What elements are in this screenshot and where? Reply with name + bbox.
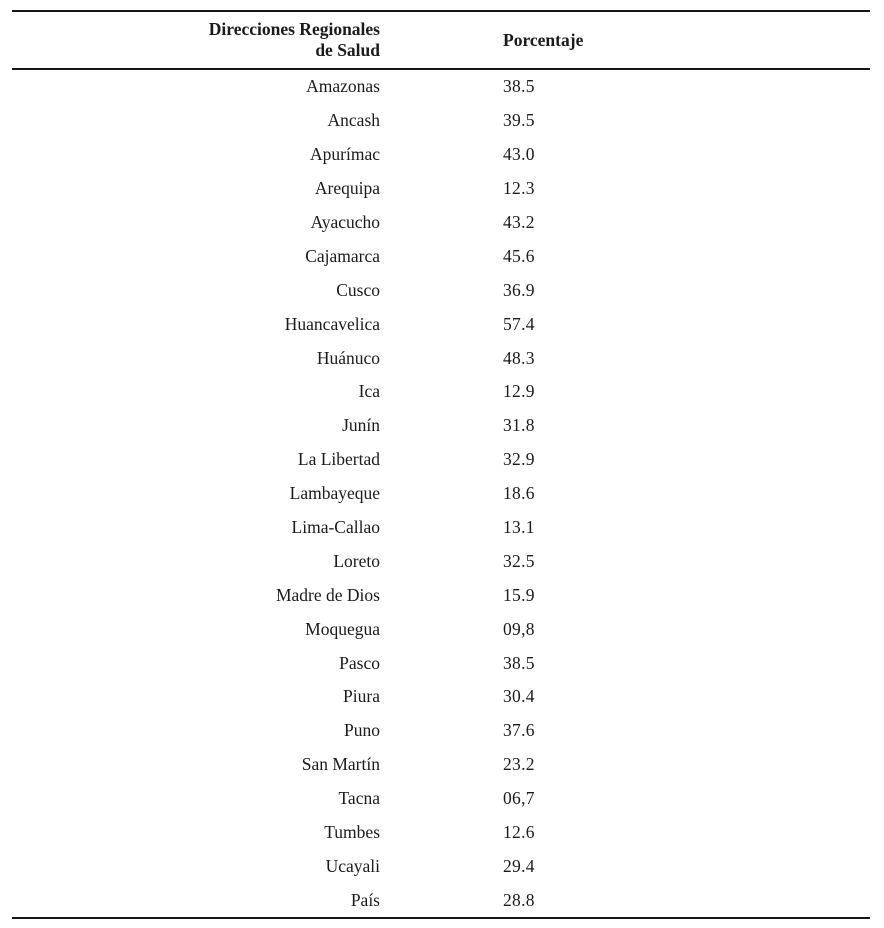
table-header: Direcciones Regionales de Salud Porcenta…: [12, 11, 870, 69]
table-row: San Martín 23.2: [12, 748, 870, 782]
percentage-cell: 12.3: [503, 178, 535, 199]
percentage-cell: 37.6: [503, 720, 535, 741]
region-cell: Moquegua: [305, 618, 380, 639]
table-row: Ancash 39.5: [12, 104, 870, 138]
table-row: Puno 37.6: [12, 714, 870, 748]
region-cell: Arequipa: [314, 178, 380, 199]
region-cell: Cajamarca: [305, 245, 380, 266]
table-row: Lima-Callao 13.1: [12, 511, 870, 545]
region-cell: Loreto: [333, 550, 380, 571]
column-header-direcciones-line2: de Salud: [315, 40, 380, 60]
percentage-cell: 13.1: [503, 517, 535, 538]
percentage-cell: 12.9: [503, 381, 535, 402]
table-row: Pasco 38.5: [12, 646, 870, 680]
region-cell: Ucayali: [325, 855, 380, 876]
percentage-cell: 43.2: [503, 212, 535, 232]
table-row: Junín 31.8: [12, 409, 870, 443]
table-row: Lambayeque 18.6: [12, 477, 870, 511]
percentage-cell: 38.5: [503, 76, 535, 97]
region-cell: Amazonas: [306, 76, 380, 97]
table-row: Ucayali 29.4: [12, 849, 870, 883]
region-cell: Lima-Callao: [291, 517, 380, 538]
regional-health-table: Direcciones Regionales de Salud Porcenta…: [12, 10, 870, 920]
region-cell: Piura: [343, 686, 380, 707]
table-row: Madre de Dios 15.9: [12, 578, 870, 612]
region-cell: Puno: [344, 720, 380, 741]
region-cell: San Martín: [301, 754, 380, 775]
region-cell: Apurímac: [310, 144, 380, 165]
table-row: Huánuco 48.3: [12, 341, 870, 375]
percentage-cell: 09,8: [503, 618, 535, 639]
percentage-cell: 39.5: [503, 110, 535, 131]
percentage-cell: 48.3: [503, 347, 535, 368]
table-row: Arequipa 12.3: [12, 172, 870, 206]
table-row: Tumbes 12.6: [12, 816, 870, 850]
table-header-row: Direcciones Regionales de Salud Porcenta…: [12, 11, 870, 69]
table-row: Huancavelica 57.4: [12, 307, 870, 341]
region-cell: Lambayeque: [289, 483, 380, 504]
percentage-cell: 18.6: [503, 483, 535, 504]
table-row: Ica 12.9: [12, 375, 870, 409]
table-row: La Libertad 32.9: [12, 443, 870, 477]
percentage-cell: 32.5: [503, 550, 535, 571]
table-row: Ayacucho 43.2: [12, 206, 870, 240]
percentage-cell: 28.8: [503, 889, 535, 910]
column-header-direcciones: Direcciones Regionales de Salud: [12, 11, 380, 69]
table-row: Cusco 36.9: [12, 273, 870, 307]
table-row: Cajamarca 45.6: [12, 239, 870, 273]
region-cell: Huánuco: [316, 347, 380, 368]
table-row: País 28.8: [12, 883, 870, 918]
percentage-cell: 36.9: [503, 279, 535, 300]
region-cell: Ancash: [327, 110, 380, 131]
table-row: Amazonas 38.5: [12, 69, 870, 104]
percentage-cell: 32.9: [503, 449, 535, 470]
table-row: Loreto 32.5: [12, 544, 870, 578]
table-row: Tacna 06,7: [12, 782, 870, 816]
percentage-cell: 45.6: [503, 245, 535, 266]
table-row: Piura 30.4: [12, 680, 870, 714]
percentage-cell: 30.4: [503, 686, 535, 707]
percentage-cell: 23.2: [503, 754, 535, 775]
table-row: Apurímac 43.0: [12, 138, 870, 172]
column-header-direcciones-line1: Direcciones Regionales: [208, 19, 380, 39]
region-cell: La Libertad: [297, 449, 380, 470]
region-cell: Cusco: [336, 279, 380, 300]
table-body: Amazonas 38.5 Ancash 39.5 Apurímac 43.0 Arequi…: [12, 69, 870, 918]
percentage-cell: 38.5: [503, 652, 535, 673]
region-cell: Ica: [358, 381, 380, 402]
column-header-porcentaje: Porcentaje: [503, 29, 584, 50]
region-cell: Tumbes: [324, 822, 380, 843]
region-cell: País: [350, 889, 380, 910]
percentage-cell: 29.4: [503, 855, 535, 876]
region-cell: Huancavelica: [284, 313, 380, 334]
percentage-cell: 12.6: [503, 822, 535, 843]
percentage-cell: 57.4: [503, 313, 535, 334]
region-cell: Pasco: [339, 652, 380, 673]
percentage-cell: 31.8: [503, 415, 535, 436]
percentage-cell: 43.0: [503, 144, 535, 165]
region-cell: Ayacucho: [310, 212, 380, 232]
region-cell: Madre de Dios: [275, 584, 380, 605]
percentage-cell: 06,7: [503, 788, 535, 809]
table-row: Moquegua 09,8: [12, 612, 870, 646]
percentage-cell: 15.9: [503, 584, 535, 605]
region-cell: Junín: [342, 415, 380, 436]
data-table: Direcciones Regionales de Salud Porcenta…: [12, 10, 870, 920]
region-cell: Tacna: [338, 788, 380, 809]
